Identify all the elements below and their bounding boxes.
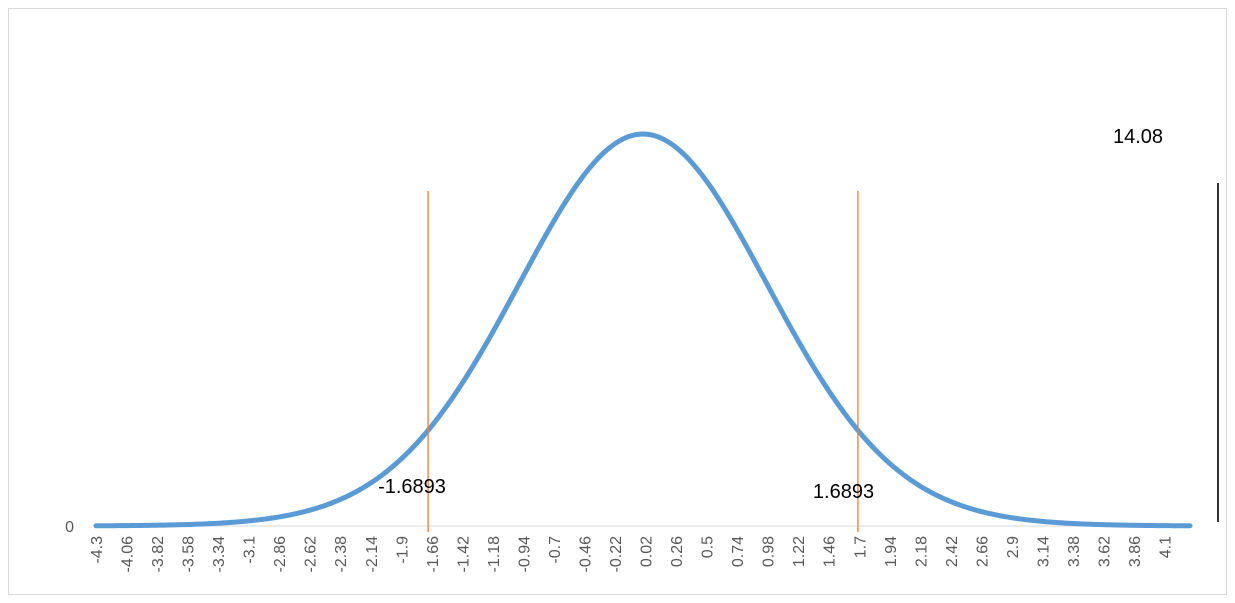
x-tick-label: 2.66 [974,536,991,567]
x-tick-label: -0.22 [608,536,625,573]
x-tick-label: -4.3 [89,536,106,564]
x-tick-label: -0.94 [516,536,533,573]
x-tick-label: 1.94 [883,536,900,567]
x-tick-label: 0.02 [639,536,656,567]
x-tick-label: 0.5 [700,536,717,558]
x-tick-label: 4.1 [1158,536,1175,558]
x-axis: -4.3 -4.06 -3.82 -3.58 -3.34 -3.1 -2.86 -2.62 -2… [89,525,1190,573]
x-tick-label: -2.38 [333,536,350,573]
x-tick-label: -2.14 [364,536,381,573]
x-tick-label: 2.18 [913,536,930,567]
x-tick-label: 3.86 [1127,536,1144,567]
x-tick-label: -2.62 [303,536,320,573]
x-tick-label: 0.74 [730,536,747,567]
x-tick-label: 1.7 [852,536,869,558]
x-tick-label: -0.7 [547,536,564,564]
x-tick-label: -3.58 [181,536,198,573]
x-tick-label: -2.86 [272,536,289,573]
x-tick-label: 3.38 [1066,536,1083,567]
test-statistic-label: 14.08 [1113,126,1163,148]
critical-value-label-left: -1.6893 [378,476,446,498]
y-tick-label: 0 [65,519,74,536]
x-tick-label: -1.18 [486,536,503,573]
x-tick-label: 1.46 [822,536,839,567]
x-tick-label: -0.46 [578,536,595,573]
x-tick-label: 2.42 [944,536,961,567]
chart-area [8,8,1227,595]
x-tick-label: 0.98 [761,536,778,567]
x-tick-label: -1.9 [394,536,411,564]
x-tick-label: -1.42 [455,536,472,573]
x-tick-label: 1.22 [791,536,808,567]
x-tick-label: 3.14 [1035,536,1052,567]
x-tick-label: 0.26 [669,536,686,567]
x-tick-label: -1.66 [425,536,442,573]
x-tick-label: 2.9 [1005,536,1022,558]
x-tick-label: -3.34 [211,536,228,573]
x-tick-label: -3.82 [150,536,167,573]
x-tick-label: -4.06 [120,536,137,573]
t-distribution-curve [93,131,1193,529]
critical-value-label-right: 1.6893 [813,481,874,503]
x-tick-label: 3.62 [1097,536,1114,567]
x-tick-label: -3.1 [242,536,259,564]
